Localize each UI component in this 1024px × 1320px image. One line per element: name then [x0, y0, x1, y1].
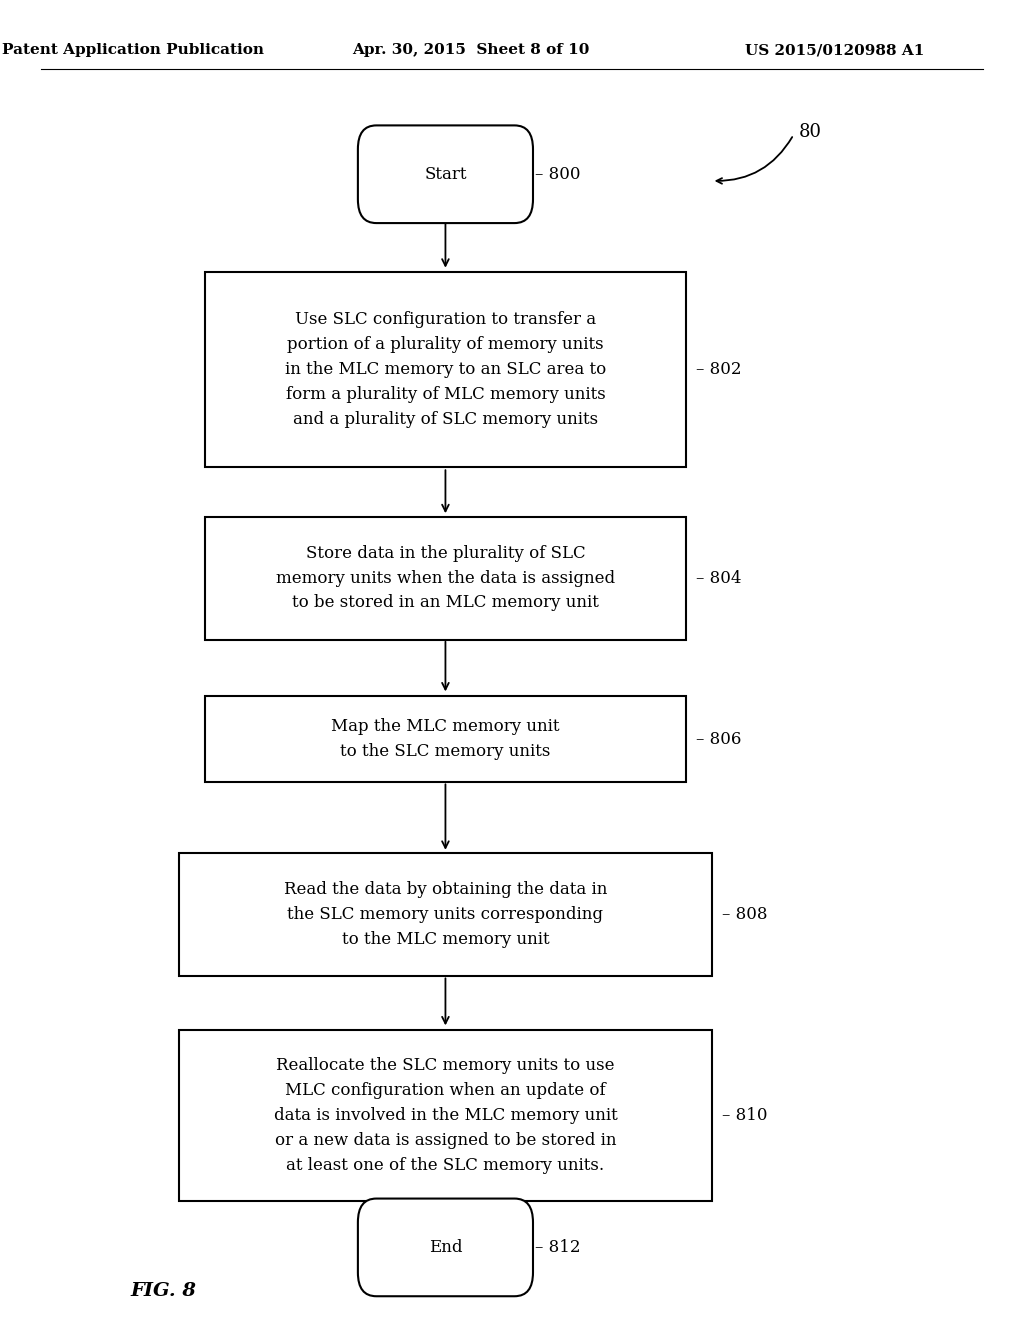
- Text: FIG. 8: FIG. 8: [131, 1282, 197, 1300]
- Bar: [179, 853, 712, 977]
- Text: – 812: – 812: [535, 1239, 581, 1255]
- Text: 80: 80: [799, 123, 821, 141]
- Bar: [205, 697, 686, 781]
- Bar: [205, 272, 686, 467]
- Text: – 806: – 806: [696, 731, 741, 747]
- Text: Use SLC configuration to transfer a
portion of a plurality of memory units
in th: Use SLC configuration to transfer a port…: [285, 312, 606, 428]
- Text: US 2015/0120988 A1: US 2015/0120988 A1: [744, 44, 925, 57]
- Text: Reallocate the SLC memory units to use
MLC configuration when an update of
data : Reallocate the SLC memory units to use M…: [273, 1057, 617, 1173]
- Text: Patent Application Publication: Patent Application Publication: [2, 44, 264, 57]
- Text: – 804: – 804: [696, 570, 741, 586]
- Text: – 800: – 800: [535, 166, 581, 182]
- Text: Apr. 30, 2015  Sheet 8 of 10: Apr. 30, 2015 Sheet 8 of 10: [352, 44, 590, 57]
- Text: End: End: [429, 1239, 462, 1255]
- Text: – 808: – 808: [722, 907, 767, 923]
- Text: – 802: – 802: [696, 362, 741, 378]
- Text: Map the MLC memory unit
to the SLC memory units: Map the MLC memory unit to the SLC memor…: [331, 718, 560, 760]
- FancyBboxPatch shape: [358, 1199, 532, 1296]
- Text: Store data in the plurality of SLC
memory units when the data is assigned
to be : Store data in the plurality of SLC memor…: [275, 545, 615, 611]
- Text: – 810: – 810: [722, 1107, 767, 1123]
- Bar: [179, 1030, 712, 1201]
- Text: Start: Start: [424, 166, 467, 182]
- Bar: [205, 516, 686, 639]
- FancyBboxPatch shape: [358, 125, 532, 223]
- Text: Read the data by obtaining the data in
the SLC memory units corresponding
to the: Read the data by obtaining the data in t…: [284, 882, 607, 948]
